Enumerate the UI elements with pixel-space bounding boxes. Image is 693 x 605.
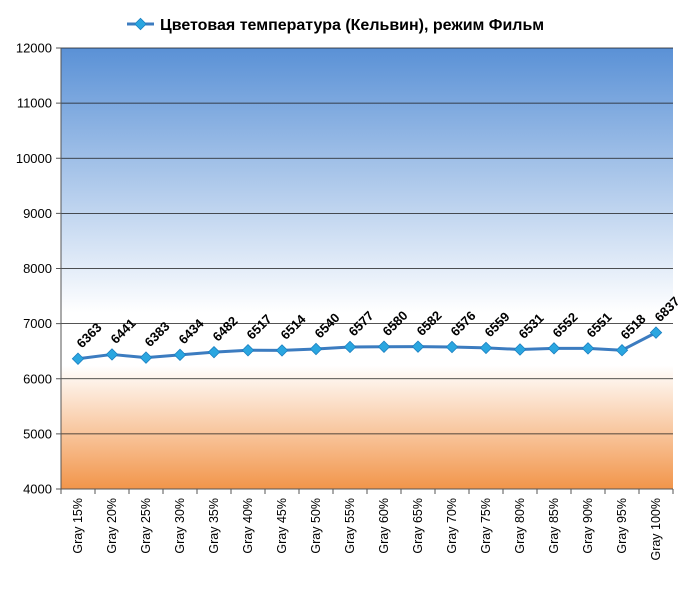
x-tick-label: Gray 80% xyxy=(513,498,527,554)
x-tick-label: Gray 85% xyxy=(547,498,561,554)
x-tick-label: Gray 65% xyxy=(411,498,425,554)
gridlines xyxy=(56,47,673,490)
y-tick-label: 12000 xyxy=(16,41,52,56)
legend-label: Цветовая температура (Кельвин), режим Фи… xyxy=(160,17,544,34)
x-tick-label: Gray 75% xyxy=(479,498,493,554)
y-tick-label: 10000 xyxy=(16,151,52,166)
data-point xyxy=(173,348,187,362)
y-axis-tick-labels: 4000 5000 6000 7000 8000 9000 10000 11000 12000 xyxy=(16,41,52,497)
data-point xyxy=(139,351,153,364)
x-tick-label: Gray 35% xyxy=(207,498,221,554)
x-tick-label: Gray 20% xyxy=(105,498,119,554)
data-point xyxy=(377,340,391,354)
data-point xyxy=(241,344,255,357)
data-point xyxy=(615,343,629,357)
data-point xyxy=(581,342,595,355)
axes xyxy=(60,48,674,494)
y-tick-label: 6000 xyxy=(23,371,52,386)
y-tick-label: 8000 xyxy=(23,261,52,276)
data-point xyxy=(445,340,459,354)
x-tick-label: Gray 95% xyxy=(615,498,629,554)
data-point xyxy=(309,342,323,356)
data-point xyxy=(411,340,425,353)
x-tick-label: Gray 50% xyxy=(309,498,323,554)
x-tick-label: Gray 90% xyxy=(581,498,595,554)
x-tick-label: Gray 55% xyxy=(343,498,357,554)
data-point xyxy=(513,343,527,356)
data-point xyxy=(547,342,561,355)
x-tick-label: Gray 25% xyxy=(139,498,153,554)
x-tick-label: Gray 40% xyxy=(241,498,255,554)
x-tick-label: Gray 100% xyxy=(649,498,663,561)
data-point xyxy=(275,344,289,357)
legend: Цветовая температура (Кельвин), режим Фи… xyxy=(127,17,544,34)
data-point xyxy=(649,326,663,339)
y-tick-label: 5000 xyxy=(23,426,52,441)
x-tick-label: Gray 60% xyxy=(377,498,391,554)
x-tick-label: Gray 45% xyxy=(275,498,289,554)
data-point xyxy=(343,340,357,354)
legend-diamond-marker xyxy=(134,17,147,31)
x-tick-label: Gray 15% xyxy=(71,498,85,554)
y-tick-label: 4000 xyxy=(23,482,52,497)
data-point xyxy=(105,348,119,361)
data-point xyxy=(71,352,85,365)
data-point xyxy=(207,345,221,359)
series xyxy=(71,326,663,365)
y-tick-label: 7000 xyxy=(23,316,52,331)
y-tick-label: 9000 xyxy=(23,206,52,221)
x-tick-label: Gray 70% xyxy=(445,498,459,554)
data-point xyxy=(479,341,493,355)
x-axis-tick-labels: Gray 15% Gray 20% Gray 25% Gray 30% Gray 35%… xyxy=(71,498,663,561)
x-tick-label: Gray 30% xyxy=(173,498,187,554)
y-tick-label: 11000 xyxy=(17,96,52,111)
